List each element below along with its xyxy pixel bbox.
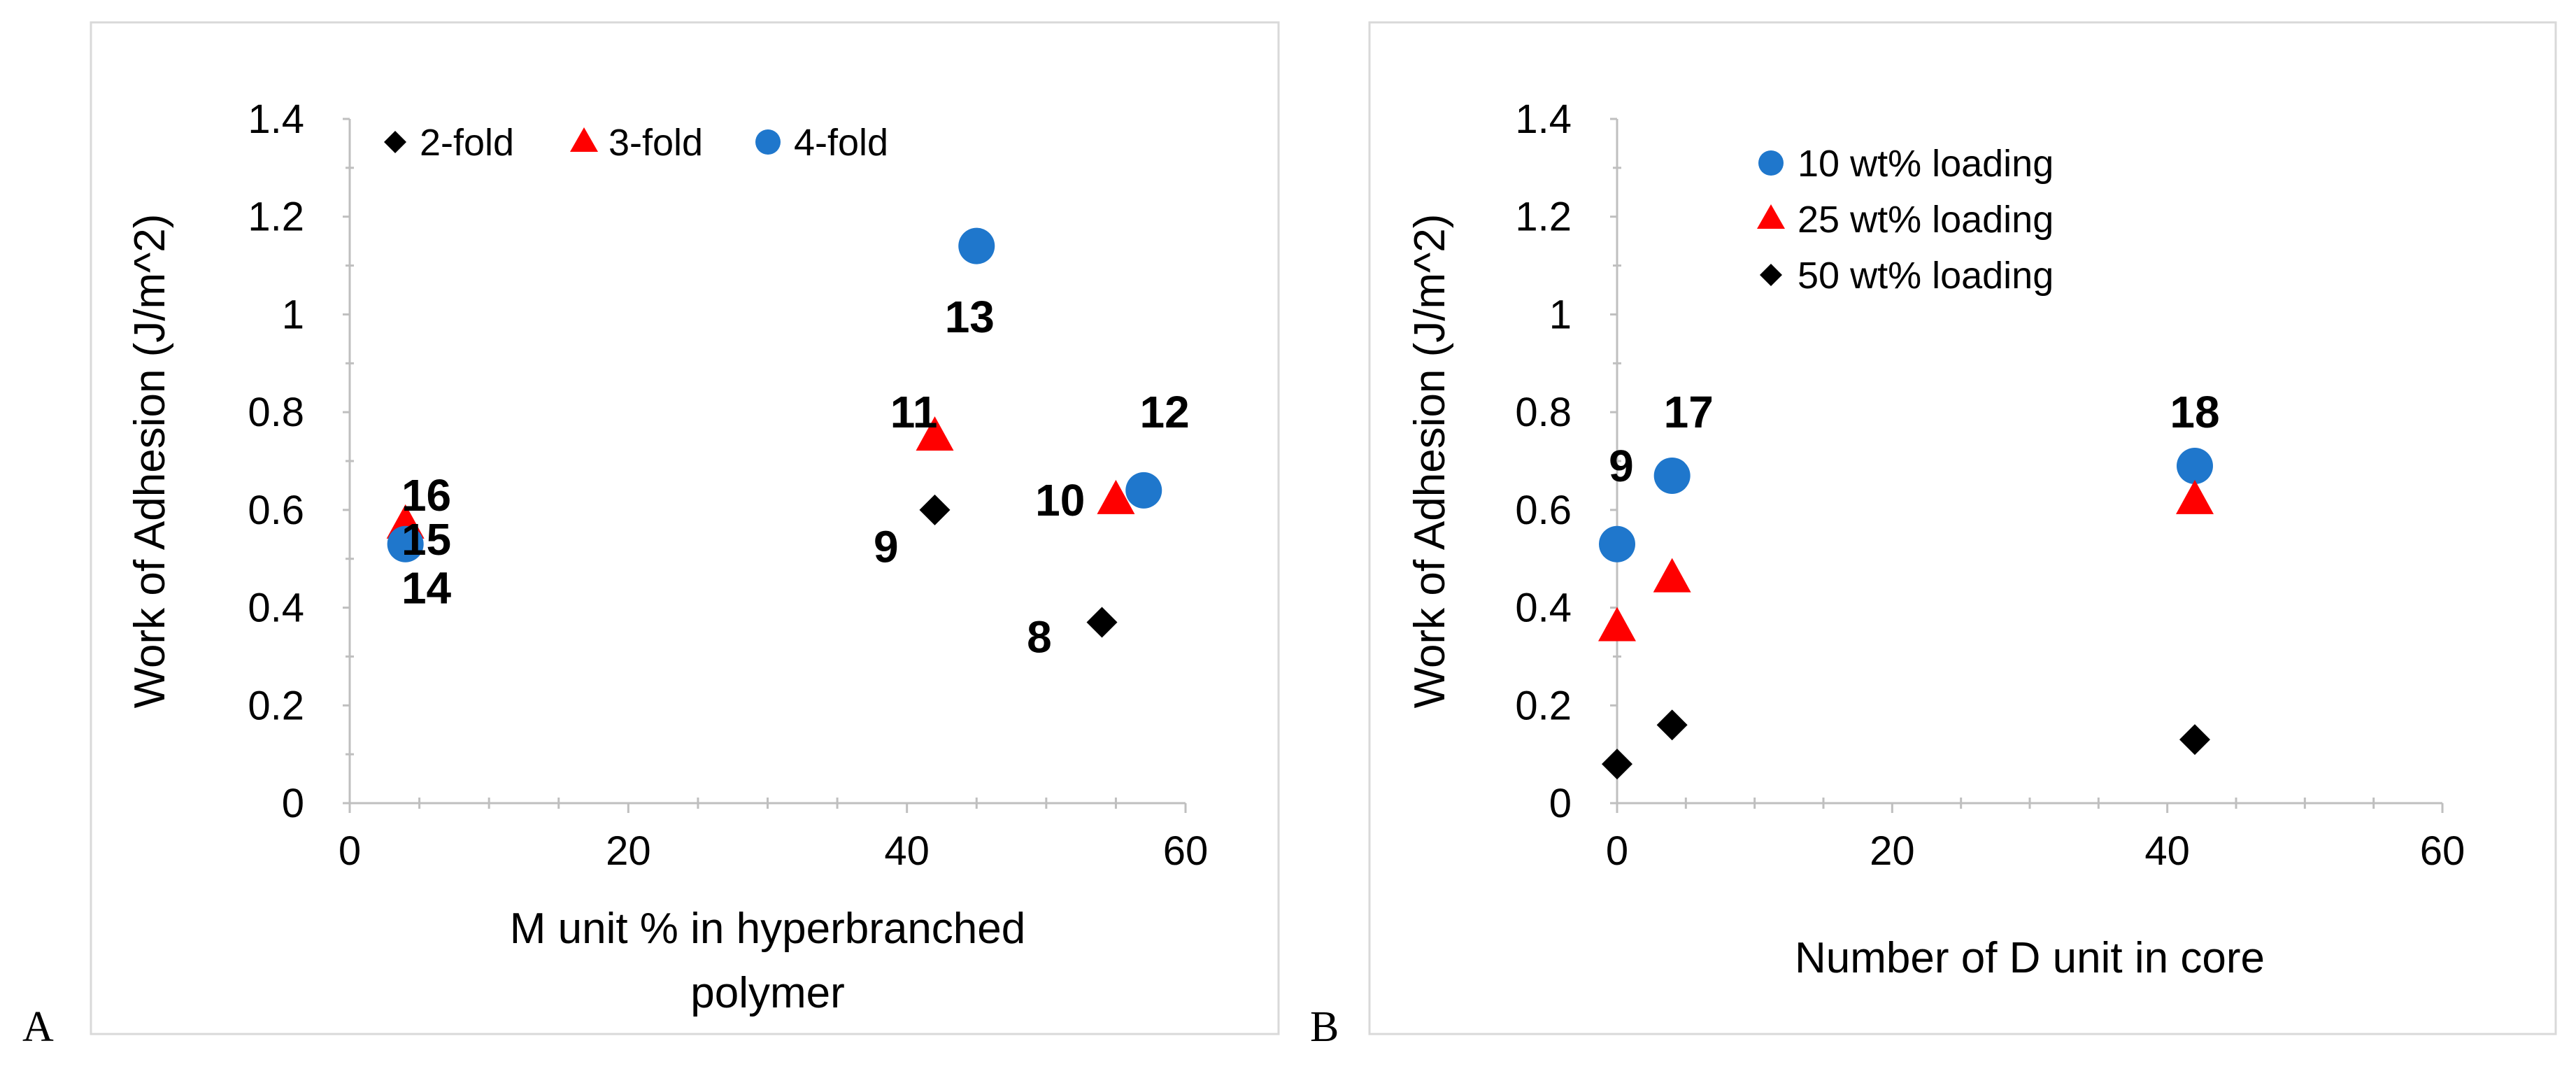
point-label: 8 — [1027, 611, 1052, 662]
point-label: 11 — [890, 387, 938, 437]
x-tick-label: 40 — [884, 828, 930, 874]
point-label: 12 — [1140, 387, 1190, 437]
point-label: 13 — [945, 292, 995, 342]
legend-marker-diamond — [1760, 264, 1782, 286]
y-tick-label: 1 — [1549, 292, 1572, 337]
point-triangle — [1097, 479, 1135, 514]
y-tick-label: 0.8 — [1515, 390, 1572, 435]
y-tick-label: 0.2 — [1515, 683, 1572, 728]
point-triangle — [1653, 558, 1691, 593]
y-tick-label: 1.4 — [248, 97, 304, 142]
x-tick-label: 0 — [1606, 828, 1628, 874]
point-triangle — [2176, 479, 2214, 514]
panel-frame — [1368, 21, 2557, 1035]
x-axis-title: Number of D unit in core — [1795, 934, 2265, 982]
point-circle — [1653, 457, 1691, 494]
panel-frame — [90, 21, 1280, 1035]
y-tick-label: 0.8 — [248, 390, 304, 435]
point-diamond — [1656, 709, 1688, 741]
panel-a: 0 0.2 0.4 0.6 0.8 1 1.2 1.4 0 20 40 60 Work of Adhes… — [22, 21, 1280, 1051]
y-tick-label: 0.6 — [248, 488, 304, 533]
panel-letter: B — [1310, 1003, 1339, 1051]
x-tick-label: 60 — [1163, 828, 1209, 874]
point-diamond — [2179, 724, 2210, 756]
legend-marker-circle — [755, 129, 781, 155]
x-tick-label: 40 — [2144, 828, 2190, 874]
point-label: 15 — [401, 514, 451, 565]
panel-letter: A — [22, 1003, 54, 1051]
point-diamond — [1086, 607, 1118, 638]
point-circle — [387, 525, 424, 562]
x-tick-label: 20 — [1870, 828, 1915, 874]
legend-label: 10 wt% loading — [1798, 143, 2054, 185]
point-label: 10 — [1035, 475, 1085, 525]
point-label: 14 — [401, 563, 452, 614]
x-axis-title: polymer — [690, 969, 845, 1017]
legend-label: 50 wt% loading — [1798, 255, 2054, 297]
y-tick-label: 0.4 — [1515, 586, 1572, 631]
y-tick-label: 0.6 — [1515, 488, 1572, 533]
legend-marker-diamond — [384, 131, 406, 153]
point-triangle — [1598, 607, 1636, 642]
point-label: 9 — [1609, 441, 1634, 491]
point-diamond — [1602, 749, 1632, 780]
y-tick-label: 0 — [1549, 781, 1572, 826]
point-label: 18 — [2170, 387, 2219, 437]
point-circle — [1599, 525, 1635, 562]
y-tick-label: 0.2 — [248, 683, 304, 728]
y-axis-title: Work of Adhesion (J/m^2) — [126, 214, 174, 709]
x-tick-label: 0 — [339, 828, 361, 874]
point-label: 17 — [1664, 387, 1714, 437]
legend-marker-circle — [1758, 150, 1784, 176]
point-triangle — [916, 416, 954, 451]
legend-label: 2-fold — [420, 122, 514, 164]
point-circle — [2177, 447, 2213, 484]
y-tick-label: 0.4 — [248, 586, 304, 631]
y-tick-label: 1.2 — [1515, 194, 1572, 240]
y-axis-title: Work of Adhesion (J/m^2) — [1406, 214, 1454, 709]
point-label: 9 — [874, 521, 899, 572]
point-diamond — [919, 494, 951, 525]
point-circle — [958, 227, 995, 264]
point-label: 16 — [401, 470, 451, 521]
x-tick-label: 60 — [2420, 828, 2465, 874]
y-tick-label: 1 — [282, 292, 304, 337]
x-axis-title: M unit % in hyperbranched — [510, 905, 1026, 953]
point-circle — [1125, 472, 1162, 509]
legend-marker-triangle — [570, 127, 598, 152]
x-tick-label: 20 — [606, 828, 651, 874]
y-tick-label: 0 — [282, 781, 304, 826]
legend-marker-triangle — [1757, 204, 1785, 229]
legend-label: 4-fold — [794, 122, 888, 164]
legend-label: 3-fold — [609, 122, 703, 164]
y-tick-label: 1.2 — [248, 194, 304, 240]
y-tick-label: 1.4 — [1515, 97, 1572, 142]
panel-b: 0 0.2 0.4 0.6 0.8 1 1.2 1.4 0 20 40 60 Work of Adhes… — [1310, 21, 2557, 1051]
legend-label: 25 wt% loading — [1798, 199, 2054, 241]
